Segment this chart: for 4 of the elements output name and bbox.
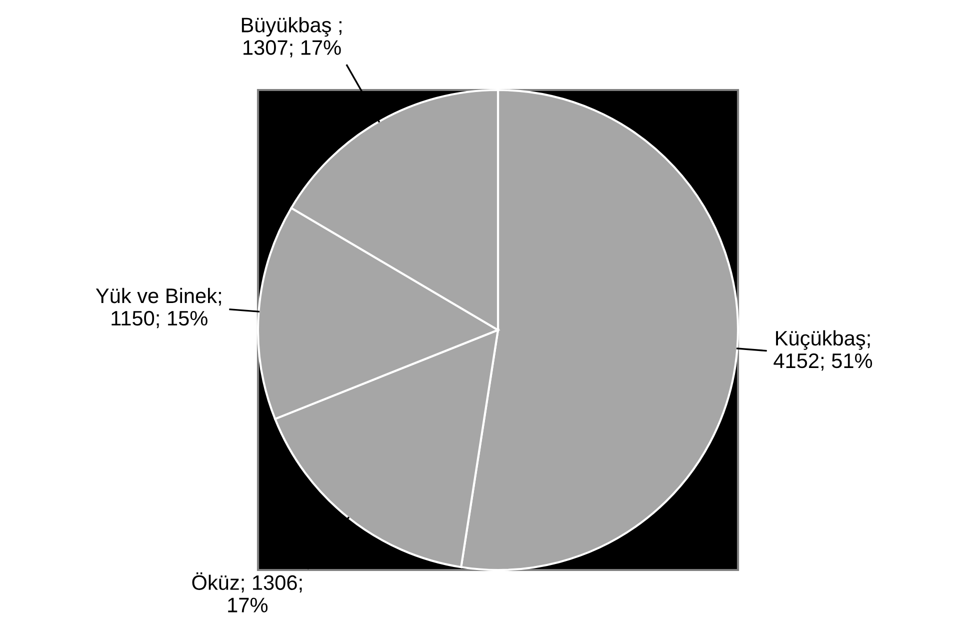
slice-label: Küçükbaş; 4152; 51% xyxy=(774,330,872,371)
slice-label: Büyükbaş ; 1307; 17% xyxy=(242,17,342,58)
slice-label: Öküz; 1306; 17% xyxy=(192,572,302,612)
slice-label: Yük ve Binek; 1150; 15% xyxy=(96,288,221,328)
